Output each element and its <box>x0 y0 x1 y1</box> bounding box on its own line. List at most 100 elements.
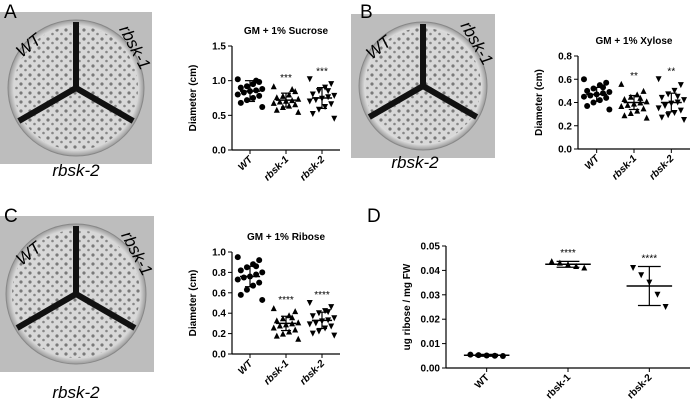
data-point <box>309 110 316 117</box>
y-tick-label: 0.6 <box>212 288 226 299</box>
data-point <box>240 274 247 281</box>
data-point <box>621 112 628 119</box>
chart-title: GM + 1% Sucrose <box>244 26 329 37</box>
data-point <box>584 102 591 109</box>
data-point <box>590 85 597 92</box>
data-point <box>312 320 319 327</box>
data-point <box>279 330 286 337</box>
y-tick-label: 0.2 <box>558 121 572 132</box>
significance: **** <box>278 295 294 306</box>
data-point <box>677 82 684 89</box>
y-axis-label: Diameter (cm) <box>534 69 545 136</box>
y-tick-label: 0.0 <box>212 350 226 361</box>
data-point <box>634 107 641 114</box>
data-point <box>276 322 283 329</box>
data-point <box>270 324 277 331</box>
data-point <box>289 85 296 92</box>
data-point <box>325 309 332 316</box>
y-tick-label: 0.4 <box>558 98 572 109</box>
data-point <box>259 104 266 111</box>
data-point <box>237 84 244 91</box>
data-point <box>295 95 302 102</box>
data-point <box>580 93 587 100</box>
data-point <box>243 97 250 104</box>
data-point <box>581 264 588 271</box>
data-point <box>331 92 338 99</box>
data-point <box>270 99 277 106</box>
data-point <box>259 296 266 303</box>
y-tick-label: 1.0 <box>212 76 226 87</box>
data-point <box>640 105 647 112</box>
data-point <box>621 96 628 103</box>
data-point <box>654 291 661 298</box>
y-tick-label: 0.0 <box>558 145 572 156</box>
data-point <box>270 305 277 312</box>
panel-letter: C <box>4 206 18 227</box>
data-point <box>655 76 662 83</box>
x-tick-label: rbsk-2 <box>298 154 327 183</box>
data-point <box>600 84 607 91</box>
error-bar <box>316 86 328 110</box>
data-point <box>315 310 322 317</box>
significance: **** <box>314 290 330 301</box>
data-point <box>665 91 672 98</box>
data-point <box>273 106 280 113</box>
data-point <box>606 89 613 96</box>
data-point <box>292 326 299 333</box>
plate-photos <box>0 12 495 372</box>
data-point <box>306 321 313 328</box>
data-point <box>315 88 322 95</box>
data-point <box>306 300 313 306</box>
divider <box>17 85 78 124</box>
data-point <box>259 85 266 92</box>
data-point <box>590 99 597 106</box>
plate-label: rbsk-2 <box>52 161 100 180</box>
data-point <box>637 94 644 101</box>
x-tick-label: WT <box>236 358 255 377</box>
data-point <box>681 116 688 123</box>
divider <box>74 291 137 331</box>
data-point <box>328 323 335 330</box>
data-point <box>665 112 672 119</box>
data-point <box>671 109 678 116</box>
data-point <box>276 98 283 105</box>
data-point <box>548 258 555 265</box>
data-point <box>309 330 316 337</box>
data-point <box>643 114 650 121</box>
data-point <box>234 276 241 283</box>
data-point <box>603 94 610 101</box>
data-point <box>638 272 645 279</box>
error-bar <box>280 315 292 332</box>
data-point <box>322 104 329 111</box>
data-point <box>618 102 625 109</box>
divider <box>421 83 479 120</box>
data-point <box>270 83 277 90</box>
significance: **** <box>560 248 576 259</box>
data-point <box>253 77 260 84</box>
divider <box>74 85 135 124</box>
data-point <box>681 97 688 104</box>
data-point <box>256 279 263 286</box>
y-tick-label: 0.04 <box>421 266 441 277</box>
data-point <box>237 267 244 274</box>
error-bar <box>628 94 640 111</box>
plate-label: rbsk-2 <box>391 153 439 172</box>
data-point <box>658 114 665 121</box>
data-point <box>306 98 313 105</box>
data-point <box>596 97 603 104</box>
data-point <box>253 263 260 270</box>
error-bar <box>316 311 328 330</box>
error-bar <box>244 265 256 288</box>
y-tick-label: 0.6 <box>558 75 572 86</box>
panel-letter: A <box>4 2 17 23</box>
data-point <box>315 106 322 113</box>
plate-label: rbsk-2 <box>52 383 100 402</box>
data-point <box>309 313 316 320</box>
y-axis-label: Diameter (cm) <box>188 65 199 132</box>
divider <box>367 83 425 120</box>
x-tick-label: WT <box>236 154 255 173</box>
data-point <box>328 101 335 108</box>
y-tick-label: 0.02 <box>421 315 441 326</box>
data-point <box>273 332 280 339</box>
data-point <box>292 88 299 95</box>
